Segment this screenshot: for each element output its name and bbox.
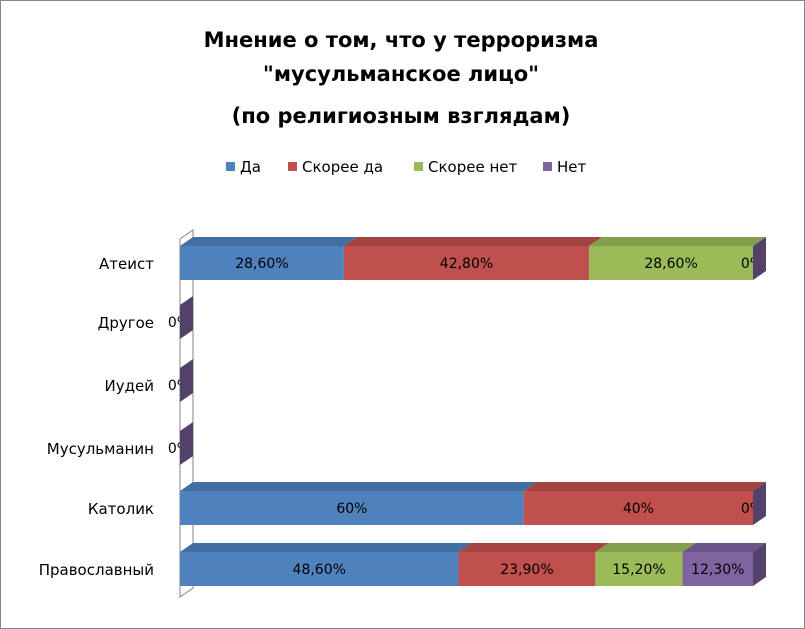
chart-title-line-2: "мусульманское лицо" [263,62,539,86]
bar-front-face [682,552,753,586]
bar-front-face [180,491,524,525]
bar-front-face [458,552,596,586]
bar-side-face [180,296,193,339]
axis-wall-panel [179,229,194,598]
bar-segment: 60% [180,482,537,525]
chart-title-line-3: (по религиозным взглядам) [232,104,571,128]
bar-top-face [523,482,766,491]
chart-bars: 28,60% 42,80% 28,60% 0%0%0%0%60% 40% 0%48,60%… [168,237,766,586]
bar-front-face [343,246,590,280]
bar-segment: 28,60% [180,237,357,280]
bar-side-face [753,237,766,280]
data-label: 28,60% [644,256,697,272]
category-label: Католик [88,500,154,518]
bar-top-face [682,543,766,552]
legend-label: Скорее да [302,158,383,176]
legend-item-3: Нет [543,158,587,176]
legend-label: Нет [557,158,587,176]
legend-label: Скорее нет [428,158,517,176]
legend-item-0: Да [226,158,261,176]
bar-row: 0% [168,296,193,339]
category-label: Мусульманин [47,440,154,458]
chart-title-line-1: Мнение о том, что у терроризма [204,28,599,52]
bar-segment: 23,90% [458,543,609,586]
legend-item-1: Скорее да [288,158,383,176]
category-labels: Атеист Другое Иудей Мусульманин Католик Право… [39,255,155,579]
bar-front-face [180,552,459,586]
data-label: 23,90% [500,562,553,578]
bar-front-face [180,246,344,280]
data-label: 15,20% [612,562,665,578]
data-label: 12,30% [691,562,744,578]
bar-row: 28,60% 42,80% 28,60% 0% [180,237,766,280]
bar-front-face [589,246,753,280]
bar-segment: 15,20% [595,543,696,586]
legend-swatch [414,162,423,171]
bar-segment: 28,60% [589,237,766,280]
bar-top-face [180,543,472,552]
bar-segment: 12,30% [682,543,766,586]
legend-swatch [288,162,297,171]
data-label: 48,60% [293,562,346,578]
bar-row: 0% [168,422,193,465]
legend-swatch [543,162,552,171]
bar-top-face [595,543,696,552]
chart-axis-wall [179,229,194,598]
bar-top-face [180,237,357,246]
bar-top-face [458,543,609,552]
data-label: 40% [623,501,654,517]
bar-row: 60% 40% 0% [180,482,766,525]
bar-side-face [753,543,766,586]
bar-top-face [589,237,766,246]
bar-front-face [595,552,683,586]
bar-segment: 40% [523,482,766,525]
legend-item-2: Скорее нет [414,158,517,176]
bar-row: 48,60% 23,90% 15,20% 12,30% [180,543,766,586]
legend-label: Да [240,158,261,176]
category-label: Иудей [105,377,154,395]
category-label: Православный [39,561,154,579]
bar-segment: 48,60% [180,543,472,586]
bar-top-face [343,237,603,246]
bar-side-face [180,422,193,465]
bar-side-face [180,359,193,402]
bar-row: 0% [168,359,193,402]
data-label: 42,80% [440,256,493,272]
bar-top-face [180,482,537,491]
category-label: Атеист [99,255,154,273]
data-label: 60% [336,501,367,517]
chart-legend: Да Скорее да Скорее нет Нет [226,158,587,176]
bar-front-face [523,491,753,525]
legend-swatch [226,162,235,171]
category-label: Другое [98,314,154,332]
bar-side-face [753,482,766,525]
data-label: 28,60% [235,256,288,272]
bar-segment: 42,80% [343,237,603,280]
